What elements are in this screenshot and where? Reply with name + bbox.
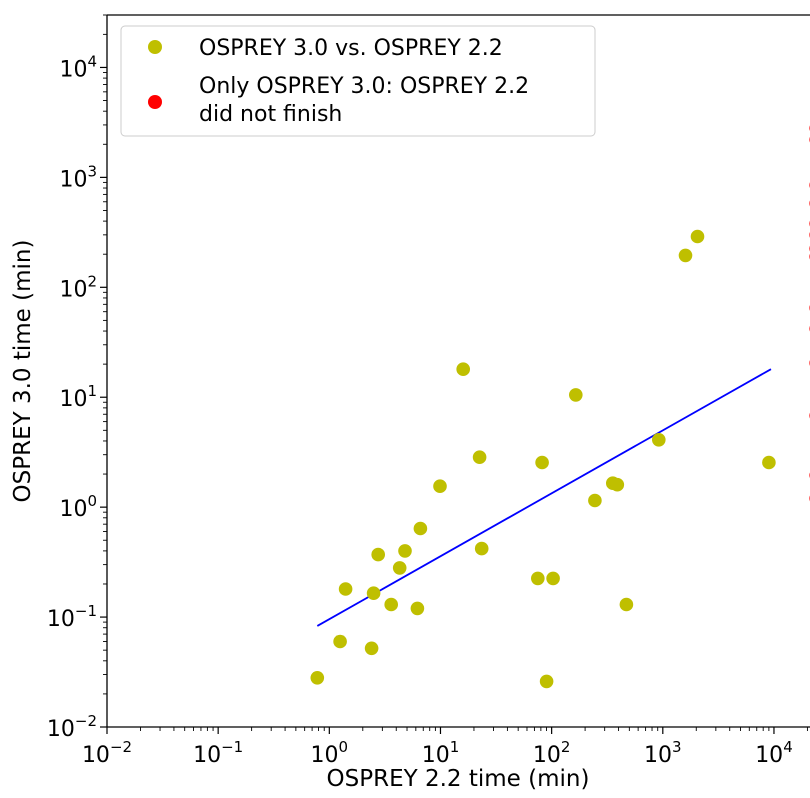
fit-line — [316, 368, 772, 627]
point-series-1-7 — [384, 597, 399, 612]
x-tick-label-5: 103 — [644, 738, 682, 768]
point-series-1-16 — [531, 571, 545, 586]
legend-label-series-2-line-2: did not finish — [199, 102, 342, 127]
x-tick-label-0: 10−2 — [82, 738, 132, 768]
point-series-1-6 — [371, 547, 386, 562]
point-series-1-12 — [433, 479, 447, 494]
y-tick-label-2: 100 — [59, 492, 97, 522]
point-series-1-2 — [333, 634, 347, 649]
legend-marker-series-1 — [148, 40, 162, 54]
x-tick-label-3: 101 — [422, 738, 460, 768]
points-layer — [310, 125, 810, 689]
y-ticks: 10−2 10−1 100 101 102 103 104 — [47, 14, 107, 742]
point-series-1-1 — [310, 671, 325, 685]
y-tick-label-3: 101 — [59, 382, 97, 412]
x-tick-label-1: 10−1 — [193, 738, 243, 768]
y-tick-label-6: 104 — [59, 52, 97, 82]
y-tick-label-0: 10−2 — [47, 712, 97, 742]
point-series-1-20 — [569, 388, 583, 402]
legend-label-series-1: OSPREY 3.0 vs. OSPREY 2.2 — [199, 36, 503, 61]
point-series-1-3 — [338, 582, 353, 596]
legend-box — [120, 25, 596, 137]
point-series-1-10 — [410, 601, 425, 616]
point-series-1-28 — [762, 455, 776, 470]
point-series-1-13 — [456, 362, 471, 377]
point-series-1-11 — [413, 521, 428, 536]
point-series-1-9 — [398, 544, 412, 558]
point-series-1-25 — [652, 433, 666, 447]
point-series-1-23 — [610, 477, 625, 492]
y-axis-label: OSPREY 3.0 time (min) — [10, 240, 36, 503]
legend-marker-series-2 — [148, 95, 162, 109]
point-series-1-17 — [535, 455, 549, 470]
axes-frame — [106, 14, 810, 728]
y-tick-label-4: 102 — [59, 272, 97, 302]
x-tick-label-4: 102 — [533, 738, 571, 768]
point-series-1-26 — [678, 248, 693, 263]
point-series-1-8 — [392, 561, 407, 575]
point-series-1-14 — [472, 450, 487, 465]
legend-label-series-2-line-1: Only OSPREY 3.0: OSPREY 2.2 — [199, 74, 529, 99]
point-series-1-24 — [619, 597, 634, 612]
y-tick-label-5: 103 — [59, 162, 97, 192]
legend: OSPREY 3.0 vs. OSPREY 2.2 Only OSPREY 3.… — [120, 25, 596, 137]
x-axis-label: OSPREY 2.2 time (min) — [327, 766, 590, 792]
point-series-1-18 — [539, 674, 554, 689]
point-series-1-15 — [474, 541, 489, 556]
point-series-1-4 — [364, 641, 379, 656]
x-ticks: 10−2 10−1 100 101 102 103 104 — [82, 727, 808, 768]
x-tick-label-6: 104 — [755, 738, 793, 768]
point-series-1-19 — [546, 571, 560, 586]
x-tick-label-2: 100 — [311, 738, 349, 768]
y-tick-label-1: 10−1 — [47, 602, 97, 632]
point-series-1-21 — [588, 493, 602, 508]
point-series-1-27 — [690, 229, 705, 244]
point-series-1-5 — [366, 586, 381, 600]
fit-line-layer — [316, 368, 772, 627]
